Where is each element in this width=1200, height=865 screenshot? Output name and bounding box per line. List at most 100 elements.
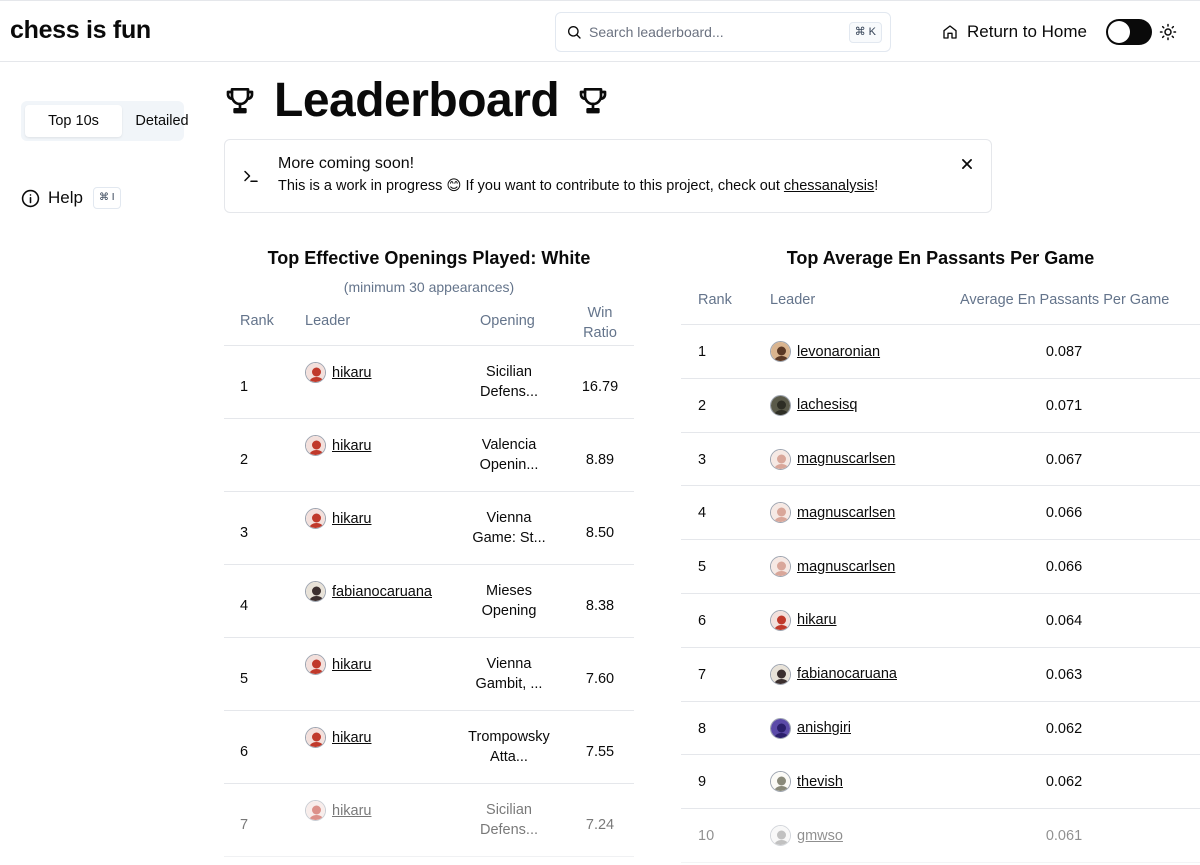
table-row: 10 gmwso 0.061 [681,809,1200,863]
tab-top-10s[interactable]: Top 10s [25,105,122,137]
win-ratio-cell: 7.55 [585,744,615,760]
theme-toggle[interactable] [1106,19,1152,45]
info-icon [21,189,40,207]
average-cell: 0.067 [1045,451,1083,468]
table-row: 1 hikaru Sicilian Defens... 16.79 [224,346,634,419]
avatar [305,435,326,456]
avatar [305,581,326,602]
en-passant-table: Top Average En Passants Per Game Rank Le… [681,240,1200,863]
player-link[interactable]: hikaru [797,612,837,629]
opening-cell: Vienna Gambit, ... [452,654,566,694]
table-header: Rank Leader Average En Passants Per Game [681,280,1200,325]
table-row: 9 thevish 0.062 [681,755,1200,810]
leader-cell: hikaru [305,654,372,675]
player-link[interactable]: magnuscarlsen [797,504,896,521]
player-link[interactable]: hikaru [332,364,372,381]
header-leader: Leader [770,292,816,308]
player-link[interactable]: hikaru [332,510,372,527]
tab-detailed[interactable]: Detailed [135,113,189,129]
avatar [770,717,791,739]
help-shortcut: ⌘ I [92,187,121,209]
opening-line: Sicilian [486,802,532,818]
opening-line: Openin... [479,457,539,473]
search-input[interactable]: Search leaderboard... ⌘ K [555,12,891,52]
opening-line: Defens... [479,822,539,838]
en-passant-table-title: Top Average En Passants Per Game [786,248,1095,268]
table-row: 2 hikaru Valencia Openin... 8.89 [224,419,634,492]
table-header: Rank Leader Opening Win Ratio [224,301,634,346]
player-link[interactable]: hikaru [332,656,372,673]
table-row: 3 magnuscarlsen 0.067 [681,433,1200,487]
player-link[interactable]: levonaronian [797,343,881,360]
en-passant-table-body: 1 levonaronian 0.087 2 lachesisq 0.071 3 magnus… [681,325,1200,863]
table-row: 3 hikaru Vienna Game: St... 8.50 [224,492,634,565]
leader-cell: magnuscarlsen [770,448,896,470]
rank-cell: 7 [698,666,707,683]
table-row: 8 anishgiri 0.062 [681,702,1200,756]
average-cell: 0.063 [1045,666,1083,683]
alert-body-text: This is a work in progress 😊 If you want… [278,178,784,194]
opening-cell: Vienna Game: St... [452,508,566,548]
chessanalysis-link[interactable]: chessanalysis [783,178,875,194]
help-button[interactable]: Help ⌘ I [21,186,121,210]
opening-line: Valencia [481,437,537,453]
return-home-link[interactable]: Return to Home [942,21,1087,43]
header-average: Average En Passants Per Game [960,292,1170,308]
leader-cell: hikaru [770,609,837,631]
rank-cell: 10 [698,828,715,845]
win-ratio-cell: 16.79 [581,379,619,395]
search-shortcut: ⌘ K [848,22,882,43]
header-rank: Rank [698,292,732,308]
alert-body-suffix: ! [874,178,879,194]
opening-cell: Sicilian Defens... [452,362,566,402]
average-cell: 0.062 [1045,774,1083,791]
opening-line: Trompowsky [468,729,550,745]
openings-table: Top Effective Openings Played: White (mi… [224,240,634,857]
player-link[interactable]: fabianocaruana [797,666,897,683]
rank-cell: 1 [698,344,707,360]
info-alert: More coming soon! This is a work in prog… [224,139,992,213]
player-link[interactable]: fabianocaruana [332,583,432,600]
average-cell: 0.071 [1045,397,1083,414]
leader-cell: levonaronian [770,341,880,362]
table-row: 1 levonaronian 0.087 [681,325,1200,379]
close-icon[interactable] [960,157,974,171]
rank-cell: 3 [698,451,707,468]
win-ratio-cell: 7.60 [585,671,615,687]
table-row: 6 hikaru Trompowsky Atta... 7.55 [224,711,634,784]
player-link[interactable]: hikaru [332,729,372,746]
opening-line: Atta... [490,749,528,765]
rank-cell: 5 [698,559,707,576]
opening-line: Gambit, ... [475,676,543,692]
player-link[interactable]: hikaru [332,802,372,819]
average-cell: 0.062 [1045,720,1083,737]
player-link[interactable]: anishgiri [797,720,851,737]
rank-cell: 1 [240,379,249,395]
player-link[interactable]: hikaru [332,437,372,454]
player-link[interactable]: lachesisq [797,397,858,414]
theme-toggle-knob [1108,21,1130,43]
avatar [305,800,326,821]
player-link[interactable]: thevish [797,773,843,790]
site-logo[interactable]: chess is fun [10,16,151,44]
table-row: 5 hikaru Vienna Gambit, ... 7.60 [224,638,634,711]
leader-cell: hikaru [305,362,372,383]
average-cell: 0.087 [1045,344,1083,360]
rank-cell: 8 [698,720,707,737]
table-row: 7 fabianocaruana 0.063 [681,648,1200,702]
rank-cell: 4 [698,505,707,522]
win-ratio-cell: 8.50 [585,525,615,541]
player-link[interactable]: magnuscarlsen [797,558,896,575]
rank-cell: 9 [698,774,707,791]
player-link[interactable]: gmwso [797,827,843,844]
leader-cell: thevish [770,771,843,793]
openings-table-caption: (minimum 30 appearances) [343,279,515,295]
header-rank: Rank [240,313,274,329]
player-link[interactable]: magnuscarlsen [797,451,896,468]
page-header: Leaderboard [224,72,609,128]
alert-body: This is a work in progress 😊 If you want… [278,178,878,194]
leader-cell: lachesisq [770,394,858,416]
table-row: 4 fabianocaruana Mieses Opening 8.38 [224,565,634,638]
terminal-icon [244,170,258,182]
opening-line: Defens... [479,384,539,400]
